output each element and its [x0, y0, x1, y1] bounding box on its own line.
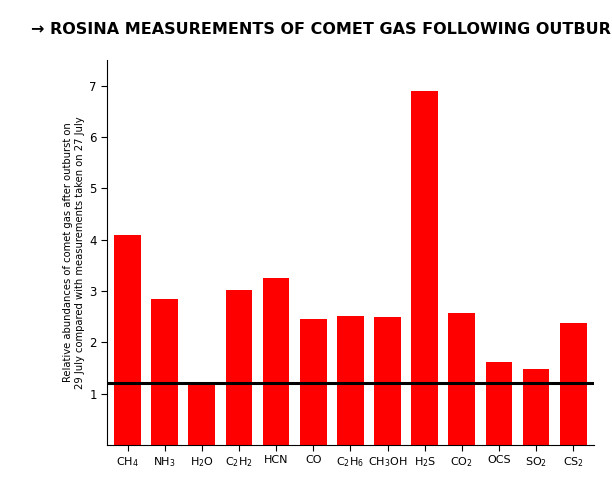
Bar — [300, 319, 327, 445]
Bar — [263, 278, 289, 445]
Text: → ROSINA MEASUREMENTS OF COMET GAS FOLLOWING OUTBURST: → ROSINA MEASUREMENTS OF COMET GAS FOLLO… — [31, 22, 612, 38]
Bar — [226, 290, 252, 445]
Bar — [188, 384, 215, 445]
Bar — [411, 91, 438, 445]
Bar — [114, 234, 141, 445]
Bar — [374, 316, 401, 445]
Bar — [449, 313, 475, 445]
Bar — [523, 369, 550, 445]
Bar — [151, 298, 178, 445]
Bar — [337, 316, 364, 445]
Bar — [560, 323, 586, 445]
Bar — [485, 362, 512, 445]
Y-axis label: Relative abundances of comet gas after outburst on
29 July compared with measure: Relative abundances of comet gas after o… — [64, 116, 85, 389]
